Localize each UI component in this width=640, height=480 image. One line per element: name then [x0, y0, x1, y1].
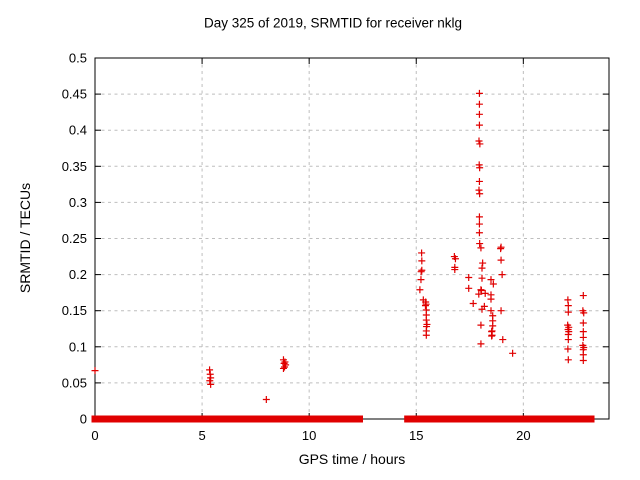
data-point-marker — [477, 340, 485, 348]
data-point-marker — [418, 257, 426, 265]
y-tick-label: 0.05 — [62, 375, 87, 390]
y-tick-label: 0.45 — [62, 87, 87, 102]
y-tick-label: 0.4 — [69, 123, 87, 138]
data-point-marker — [487, 295, 495, 303]
data-point-marker — [509, 349, 517, 357]
data-point-marker — [487, 307, 495, 315]
data-point-marker — [477, 321, 485, 329]
y-tick-label: 0.3 — [69, 195, 87, 210]
data-point-marker — [475, 89, 483, 97]
x-tick-label: 20 — [516, 428, 530, 443]
data-point-marker — [564, 356, 572, 364]
data-point-marker — [564, 308, 572, 316]
zero-value-band — [284, 415, 363, 423]
zero-value-band — [154, 415, 167, 423]
data-point-marker — [465, 273, 473, 281]
data-point-marker — [417, 268, 425, 276]
data-point-marker — [497, 307, 505, 315]
data-point-marker — [475, 213, 483, 221]
data-point-marker — [206, 366, 214, 374]
zero-value-band — [161, 415, 175, 423]
data-point-marker — [421, 302, 429, 310]
y-tick-label: 0.25 — [62, 231, 87, 246]
data-point-marker — [475, 229, 483, 237]
zero-value-band — [584, 415, 595, 423]
y-tick-label: 0.2 — [69, 267, 87, 282]
data-point-marker — [489, 280, 497, 288]
y-axis-label: SRMTID / TECUs — [17, 182, 33, 294]
zero-value-band — [493, 415, 588, 423]
data-point-marker — [475, 177, 483, 185]
x-tick-label: 5 — [198, 428, 205, 443]
data-point-marker — [497, 256, 505, 264]
data-point-marker — [488, 332, 496, 340]
x-tick-label: 0 — [91, 428, 98, 443]
data-point-marker — [465, 284, 473, 292]
data-point-marker — [481, 289, 489, 297]
data-point-marker — [417, 276, 425, 284]
data-point-marker — [418, 249, 426, 257]
y-tick-label: 0.35 — [62, 159, 87, 174]
y-tick-label: 0 — [80, 412, 87, 427]
data-point-marker — [479, 259, 487, 267]
x-axis-label: GPS time / hours — [298, 451, 406, 467]
zero-value-band — [169, 415, 287, 423]
data-point-marker — [579, 333, 587, 341]
data-point-marker — [451, 255, 459, 263]
zero-value-band — [404, 415, 423, 423]
data-point-marker — [564, 336, 572, 344]
data-point-marker — [91, 367, 99, 375]
data-point-marker — [476, 140, 484, 148]
data-point-marker — [579, 357, 587, 365]
data-point-marker — [469, 299, 477, 307]
data-point-marker — [476, 240, 484, 248]
data-point-marker — [475, 100, 483, 108]
x-tick-label: 15 — [409, 428, 423, 443]
data-point-marker — [580, 309, 588, 317]
data-point-marker — [476, 164, 484, 172]
data-point-marker — [262, 396, 270, 404]
y-tick-label: 0.5 — [69, 51, 87, 66]
data-point-marker — [564, 302, 572, 310]
data-point-marker — [422, 331, 430, 339]
data-point-marker — [478, 264, 486, 272]
data-point-marker — [497, 245, 505, 253]
zero-value-band — [91, 415, 156, 423]
data-point-marker — [418, 266, 426, 274]
data-point-marker — [475, 186, 483, 194]
data-point-marker — [478, 305, 486, 313]
data-point-marker — [475, 290, 483, 298]
zero-value-band — [479, 415, 497, 423]
data-point-marker — [498, 271, 506, 279]
data-point-marker — [579, 319, 587, 327]
data-point-marker — [499, 336, 507, 344]
data-point-marker — [477, 244, 485, 252]
plot-title: Day 325 of 2019, SRMTID for receiver nkl… — [203, 15, 463, 31]
data-point-marker — [475, 220, 483, 228]
data-point-marker — [475, 110, 483, 118]
data-point-marker — [476, 190, 484, 198]
y-tick-label: 0.1 — [69, 339, 87, 354]
data-point-marker — [564, 345, 572, 353]
data-point-marker — [206, 377, 214, 385]
data-point-marker — [279, 364, 287, 372]
data-point-marker — [451, 266, 459, 274]
zero-value-band — [418, 415, 483, 423]
data-point-marker — [579, 292, 587, 300]
data-point-marker — [487, 276, 495, 284]
y-tick-label: 0.15 — [62, 303, 87, 318]
data-point-marker — [281, 363, 289, 371]
x-tick-label: 10 — [302, 428, 316, 443]
data-point-marker — [478, 274, 486, 282]
data-point-marker — [416, 286, 424, 294]
data-point-marker — [475, 121, 483, 129]
data-point-marker — [477, 286, 485, 294]
data-point-marker — [489, 322, 497, 330]
data-point-marker — [422, 316, 430, 324]
data-point-marker — [207, 380, 215, 388]
